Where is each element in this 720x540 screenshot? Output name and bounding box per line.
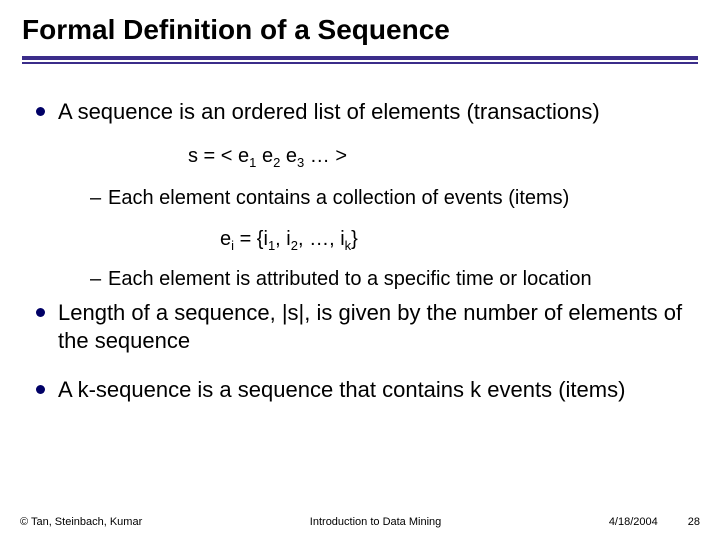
slide-body: A sequence is an ordered list of element…	[22, 98, 698, 404]
ef-s2: 2	[291, 238, 298, 253]
sequence-formula: s = < e1 e2 e3 … >	[188, 144, 698, 171]
seq-m1: e	[256, 145, 273, 167]
bullet-1b-text: Each element is attributed to a specific…	[108, 268, 592, 290]
footer-page: 28	[688, 516, 700, 528]
ef-tail: }	[351, 228, 358, 250]
bullet-1a-text: Each element contains a collection of ev…	[108, 187, 569, 209]
bullet-1-text: A sequence is an ordered list of element…	[58, 99, 600, 124]
ef-c1: , i	[275, 228, 291, 250]
slide-title: Formal Definition of a Sequence	[22, 14, 698, 46]
ef-eq: = {i	[234, 228, 268, 250]
seq-lhs: s = < e	[188, 145, 249, 167]
seq-tail: … >	[304, 145, 347, 167]
bullet-1a: Each element contains a collection of ev…	[90, 185, 698, 255]
element-formula: ei = {i1, i2, …, ik}	[220, 226, 698, 255]
footer-date: 4/18/2004	[609, 516, 658, 528]
title-rule	[22, 56, 698, 64]
seq-m2: e	[280, 145, 297, 167]
slide-footer: © Tan, Steinbach, Kumar Introduction to …	[0, 516, 720, 528]
bullet-3-text: A k-sequence is a sequence that contains…	[58, 377, 625, 402]
bullet-1: A sequence is an ordered list of element…	[32, 98, 698, 293]
ef-lhs: e	[220, 228, 231, 250]
bullet-3: A k-sequence is a sequence that contains…	[32, 376, 698, 404]
footer-authors: © Tan, Steinbach, Kumar	[20, 516, 142, 528]
footer-course: Introduction to Data Mining	[142, 516, 609, 528]
bullet-1b: Each element is attributed to a specific…	[90, 266, 698, 293]
bullet-2: Length of a sequence, |s|, is given by t…	[32, 299, 698, 354]
ef-c2: , …, i	[298, 228, 345, 250]
bullet-2-text: Length of a sequence, |s|, is given by t…	[58, 300, 682, 353]
